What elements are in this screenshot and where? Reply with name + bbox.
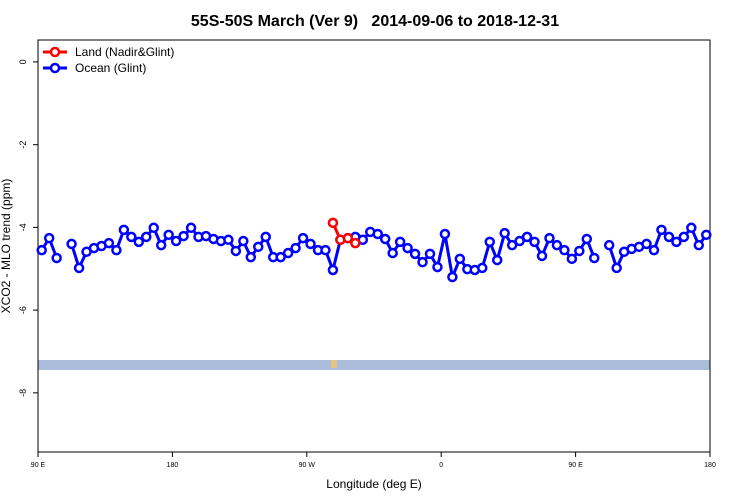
data-point xyxy=(155,239,167,251)
data-point xyxy=(529,236,540,248)
y-tick-label: -8 xyxy=(18,389,28,397)
data-point xyxy=(417,256,428,268)
data-point xyxy=(230,245,242,257)
data-point xyxy=(447,271,458,283)
data-point xyxy=(245,251,257,263)
y-tick-label: -4 xyxy=(18,223,28,231)
legend-swatch-point xyxy=(49,62,61,74)
data-point xyxy=(36,244,47,256)
data-point xyxy=(439,228,451,240)
data-point xyxy=(581,233,593,245)
data-point xyxy=(402,242,413,254)
data-point xyxy=(693,239,705,251)
data-point xyxy=(506,239,518,251)
data-point xyxy=(603,239,615,251)
legend-label: Ocean (Glint) xyxy=(75,61,146,75)
data-point xyxy=(126,231,137,243)
data-point xyxy=(379,233,391,245)
data-point xyxy=(521,231,533,243)
data-point xyxy=(305,238,316,250)
legend-swatch-point xyxy=(49,46,61,58)
data-point xyxy=(223,234,234,246)
x-tick-label: 180 xyxy=(704,462,716,469)
data-point xyxy=(111,244,122,256)
data-point xyxy=(320,244,331,256)
data-point xyxy=(372,228,383,240)
data-point xyxy=(536,250,548,262)
data-point xyxy=(484,236,495,248)
data-point xyxy=(589,252,600,264)
data-point xyxy=(133,236,145,248)
data-point xyxy=(163,229,174,241)
data-point xyxy=(170,235,182,247)
y-tick-label: -6 xyxy=(18,306,28,314)
data-point xyxy=(678,231,690,243)
data-point xyxy=(253,241,264,253)
x-tick-label: 90 W xyxy=(299,462,316,469)
data-point xyxy=(559,244,570,256)
data-point xyxy=(656,224,667,236)
data-point xyxy=(454,253,466,265)
data-point xyxy=(686,222,697,234)
data-point xyxy=(327,217,339,229)
data-point xyxy=(387,247,398,259)
data-point xyxy=(544,232,555,244)
data-point xyxy=(394,236,406,248)
data-point xyxy=(185,222,197,234)
chart-title: 55S-50S March (Ver 9) 2014-09-06 to 2018… xyxy=(191,13,559,30)
x-tick-label: 90 E xyxy=(31,462,46,469)
data-point xyxy=(260,231,271,243)
data-point xyxy=(477,262,488,274)
data-point xyxy=(566,253,578,265)
y-axis-label: XCO2 - MLO trend (ppm) xyxy=(0,179,13,314)
surface-band xyxy=(38,360,710,370)
data-point xyxy=(118,224,130,236)
x-tick-label: 180 xyxy=(167,462,179,469)
data-point xyxy=(350,237,361,249)
data-point xyxy=(43,232,55,244)
data-point xyxy=(73,262,85,274)
y-tick-label: -2 xyxy=(18,141,28,149)
data-point xyxy=(282,247,294,259)
y-tick-label: 0 xyxy=(18,59,28,64)
data-point xyxy=(275,251,286,263)
data-point xyxy=(432,261,443,273)
data-point xyxy=(491,254,503,266)
plot-frame xyxy=(37,39,711,453)
data-point xyxy=(103,237,115,249)
data-point xyxy=(297,232,309,244)
data-point xyxy=(663,231,675,243)
data-point xyxy=(671,236,682,248)
land-marker xyxy=(331,360,337,368)
data-point xyxy=(574,245,585,257)
data-point xyxy=(178,230,189,242)
x-tick-label: 90 E xyxy=(568,462,583,469)
data-point xyxy=(141,231,152,243)
data-point xyxy=(648,244,660,256)
x-tick-label: 0 xyxy=(439,462,443,469)
data-point xyxy=(342,232,354,244)
data-point xyxy=(327,264,339,276)
data-point xyxy=(424,248,436,260)
data-point xyxy=(238,235,249,247)
data-point xyxy=(66,238,77,250)
data-point xyxy=(409,248,421,260)
data-point xyxy=(611,262,622,274)
x-axis-label: Longitude (deg E) xyxy=(326,477,421,491)
data-point xyxy=(551,239,563,251)
data-point xyxy=(641,238,652,250)
data-point xyxy=(148,222,159,234)
data-point xyxy=(290,242,301,254)
data-point xyxy=(514,235,525,247)
data-point xyxy=(701,229,712,241)
legend-label: Land (Nadir&Glint) xyxy=(75,45,174,59)
data-point xyxy=(499,227,510,239)
data-point xyxy=(51,252,62,264)
